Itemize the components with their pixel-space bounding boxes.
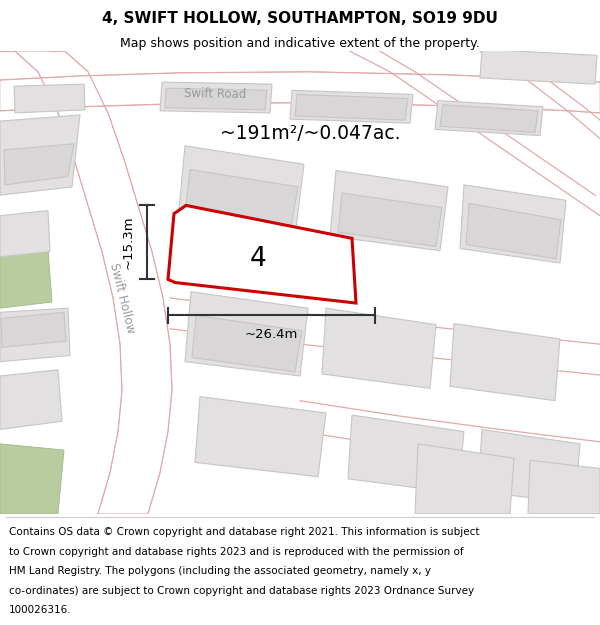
Polygon shape [435,101,543,136]
Polygon shape [0,211,50,257]
Polygon shape [168,206,356,303]
Polygon shape [0,444,64,514]
Polygon shape [195,397,326,477]
Polygon shape [440,105,538,132]
Polygon shape [0,115,80,195]
Text: Swift Road: Swift Road [184,88,246,101]
Polygon shape [295,94,408,120]
Text: 4, SWIFT HOLLOW, SOUTHAMPTON, SO19 9DU: 4, SWIFT HOLLOW, SOUTHAMPTON, SO19 9DU [102,11,498,26]
Polygon shape [480,49,597,84]
Polygon shape [322,308,436,388]
Polygon shape [460,185,566,263]
Polygon shape [178,146,304,236]
Polygon shape [4,144,74,185]
Polygon shape [330,171,448,251]
Polygon shape [14,84,85,113]
Polygon shape [0,308,70,362]
Polygon shape [478,429,580,504]
Text: 4: 4 [250,246,266,272]
Text: 100026316.: 100026316. [9,605,71,615]
Polygon shape [160,82,272,113]
Text: Contains OS data © Crown copyright and database right 2021. This information is : Contains OS data © Crown copyright and d… [9,527,479,537]
Polygon shape [0,72,600,113]
Text: ~191m²/~0.047ac.: ~191m²/~0.047ac. [220,124,400,143]
Text: Map shows position and indicative extent of the property.: Map shows position and indicative extent… [120,37,480,50]
Polygon shape [185,292,308,376]
Polygon shape [0,51,172,514]
Text: Swift Hollow: Swift Hollow [107,261,137,334]
Text: to Crown copyright and database rights 2023 and is reproduced with the permissio: to Crown copyright and database rights 2… [9,547,464,557]
Polygon shape [290,90,413,123]
Polygon shape [0,370,62,429]
Polygon shape [450,324,560,401]
Polygon shape [165,88,267,110]
Text: co-ordinates) are subject to Crown copyright and database rights 2023 Ordnance S: co-ordinates) are subject to Crown copyr… [9,586,474,596]
Polygon shape [1,312,66,348]
Polygon shape [0,249,52,308]
Polygon shape [348,415,464,493]
Polygon shape [466,203,561,259]
Text: HM Land Registry. The polygons (including the associated geometry, namely x, y: HM Land Registry. The polygons (includin… [9,566,431,576]
Polygon shape [415,444,514,514]
Polygon shape [192,316,302,372]
Polygon shape [338,193,442,246]
Polygon shape [528,460,600,514]
Text: ~15.3m: ~15.3m [122,216,135,269]
Polygon shape [185,169,298,232]
Text: ~26.4m: ~26.4m [245,328,298,341]
